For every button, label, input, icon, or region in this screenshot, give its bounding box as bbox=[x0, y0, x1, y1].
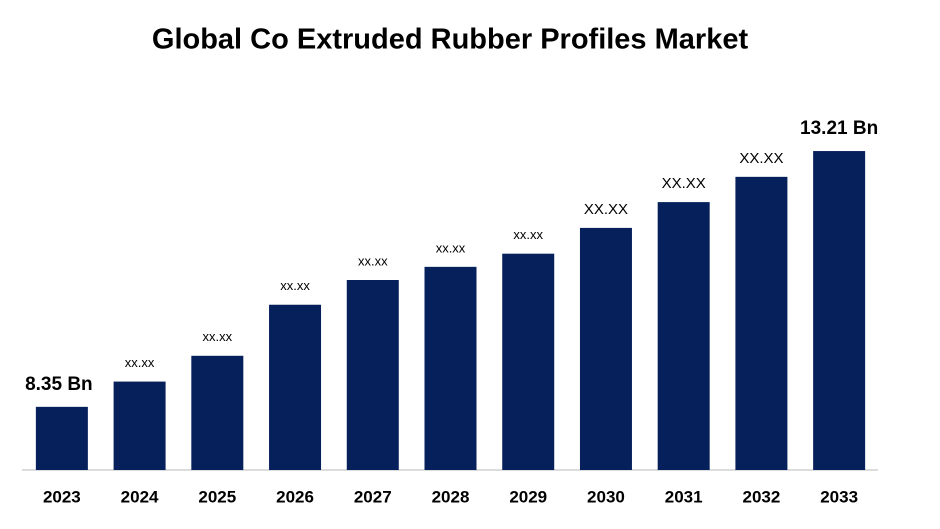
bar bbox=[502, 253, 555, 470]
data-label: XX.XX bbox=[739, 150, 783, 167]
data-label: xx.xx bbox=[125, 355, 155, 370]
bar bbox=[424, 266, 477, 470]
bar bbox=[346, 280, 399, 470]
x-tick-label: 2029 bbox=[509, 487, 547, 506]
x-tick-label: 2032 bbox=[742, 487, 780, 506]
x-tick-label: 2028 bbox=[432, 487, 470, 506]
data-label: xx.xx bbox=[280, 278, 310, 293]
bar bbox=[735, 176, 788, 470]
data-label: xx.xx bbox=[513, 227, 543, 242]
x-tick-label: 2031 bbox=[665, 487, 703, 506]
data-label: xx.xx bbox=[358, 253, 388, 268]
x-tick-label: 2023 bbox=[43, 487, 81, 506]
data-label: XX.XX bbox=[662, 175, 706, 192]
bar bbox=[579, 227, 632, 470]
data-label: xx.xx bbox=[203, 329, 233, 344]
x-tick-label: 2033 bbox=[820, 487, 858, 506]
x-tick-label: 2025 bbox=[198, 487, 236, 506]
data-label: 13.21 Bn bbox=[800, 118, 878, 139]
bar bbox=[657, 202, 710, 470]
bar bbox=[269, 304, 322, 470]
data-label: 8.35 Bn bbox=[25, 374, 93, 395]
x-tick-label: 2024 bbox=[121, 487, 159, 506]
chart-title: Global Co Extruded Rubber Profiles Marke… bbox=[152, 24, 749, 56]
bar bbox=[813, 151, 866, 471]
data-label: xx.xx bbox=[436, 240, 466, 255]
x-tick-label: 2027 bbox=[354, 487, 392, 506]
data-label: XX.XX bbox=[584, 201, 628, 218]
bar bbox=[191, 355, 244, 470]
bar bbox=[35, 406, 88, 470]
x-tick-label: 2026 bbox=[276, 487, 314, 506]
bar bbox=[113, 381, 166, 470]
x-tick-label: 2030 bbox=[587, 487, 625, 506]
